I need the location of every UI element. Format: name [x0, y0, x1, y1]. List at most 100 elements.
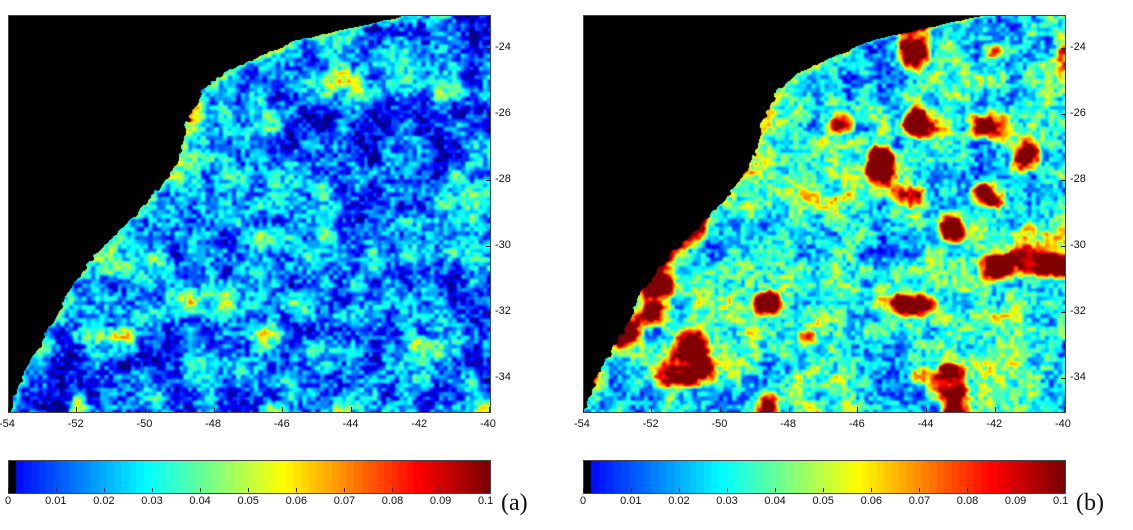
colorbar-tick-mark [151, 488, 153, 492]
colorbar-tick-mark [871, 488, 873, 492]
colorbar-tick-label: 0.02 [668, 495, 690, 507]
lon-tick-mark [926, 407, 928, 412]
field-raster [584, 16, 1065, 412]
lon-tick-label: -44 [917, 418, 934, 430]
lon-tick-mark [788, 407, 790, 412]
colorbar-tick-label: 0.03 [141, 495, 163, 507]
lat-tick-mark [1061, 47, 1066, 49]
lon-tick-label: -40 [480, 418, 496, 430]
panel-label: (b) [1076, 490, 1104, 516]
lon-tick-mark [419, 407, 421, 412]
lat-tick-mark [486, 311, 491, 313]
colorbar-tick-mark [823, 488, 824, 492]
colorbar-tick-label: 0 [5, 495, 12, 507]
colorbar-tick-mark [440, 488, 442, 492]
colorbar-tick-mark [488, 488, 490, 492]
lon-tick-label: -52 [67, 418, 84, 430]
colorbar-tick-mark [774, 488, 776, 492]
colorbar-tick-label: 0.07 [908, 495, 931, 507]
lon-tick-mark [144, 407, 146, 412]
lat-tick-label: -30 [1070, 239, 1086, 251]
colorbar [583, 460, 1066, 494]
lon-tick-label: -42 [411, 418, 428, 430]
lat-tick-label: -34 [495, 371, 511, 383]
lat-tick-mark [486, 113, 491, 115]
lon-tick-label: -50 [136, 418, 153, 430]
colorbar-tick-label: 0.05 [237, 495, 259, 507]
map-panel-b: -54 -52 -50 -48 -46 -44 -42 -40 -24 -26 -28 -30 -32 -… [574, 0, 1133, 530]
lon-tick-label: -54 [0, 418, 15, 430]
lon-tick-label: -44 [342, 418, 359, 430]
lon-tick-label: -42 [986, 418, 1003, 430]
lon-tick-label: -48 [780, 418, 797, 430]
colorbar-tick-label: 0.1 [478, 495, 494, 507]
colorbar-tick-label: 0.01 [620, 495, 642, 507]
colorbar-tick-label: 0.08 [956, 495, 979, 507]
map-panel-a: -54 -52 -50 -48 -46 -44 -42 -40 -24 -26 -28 -30 -32 -… [0, 0, 566, 530]
lon-tick-mark [582, 407, 584, 412]
colorbar-tick-mark [1015, 488, 1017, 492]
lon-tick-mark [651, 407, 653, 412]
lon-tick-mark [994, 407, 996, 412]
lat-tick-label: -32 [495, 305, 511, 317]
lon-tick-label: -52 [642, 418, 659, 430]
colorbar-tick-label: 0.05 [812, 495, 834, 507]
map-image [583, 15, 1066, 413]
colorbar-tick-mark [199, 488, 201, 492]
colorbar-tick-mark [248, 488, 249, 492]
panel-label: (a) [501, 490, 528, 516]
colorbar-tick-label: 0.08 [381, 495, 404, 507]
lat-tick-label: -26 [1070, 107, 1086, 119]
lon-tick-label: -46 [848, 418, 865, 430]
colorbar-tick-label: 0.09 [1004, 495, 1027, 507]
colorbar-tick-mark [103, 488, 105, 492]
field-raster [9, 16, 490, 412]
lat-tick-label: -28 [1070, 173, 1086, 185]
colorbar-tick-mark [678, 488, 680, 492]
lon-tick-label: -40 [1055, 418, 1071, 430]
colorbar-tick-label: 0.1 [1053, 495, 1069, 507]
colorbar-tick-label: 0.06 [285, 495, 308, 507]
lat-tick-label: -24 [495, 41, 511, 53]
lon-tick-label: -50 [711, 418, 728, 430]
lon-tick-mark [213, 407, 215, 412]
colorbar-tick-label: 0.07 [333, 495, 356, 507]
colorbar-gradient [9, 461, 490, 493]
lon-tick-mark [282, 407, 284, 412]
lon-tick-mark [7, 407, 9, 412]
colorbar [8, 460, 491, 494]
colorbar-gradient [584, 461, 1065, 493]
colorbar-tick-label: 0.01 [45, 495, 67, 507]
lat-tick-mark [1061, 113, 1066, 115]
colorbar-tick-mark [296, 488, 298, 492]
colorbar-tick-mark [344, 488, 346, 492]
colorbar-tick-mark [392, 488, 394, 492]
lat-tick-mark [1061, 179, 1066, 181]
lat-tick-mark [486, 377, 491, 379]
lon-tick-mark [857, 407, 859, 412]
lon-tick-mark [351, 407, 353, 412]
lat-tick-label: -28 [495, 173, 511, 185]
lat-tick-mark [1061, 311, 1066, 313]
colorbar-tick-label: 0.09 [429, 495, 452, 507]
lat-tick-mark [486, 47, 491, 49]
lon-tick-label: -48 [205, 418, 222, 430]
colorbar-tick-label: 0.02 [93, 495, 115, 507]
lon-tick-mark [488, 407, 490, 412]
lat-tick-mark [486, 179, 491, 181]
colorbar-tick-label: 0.04 [764, 495, 786, 507]
lon-tick-mark [719, 407, 721, 412]
colorbar-tick-label: 0.06 [860, 495, 883, 507]
lon-tick-mark [1063, 407, 1065, 412]
lat-tick-label: -30 [495, 239, 511, 251]
colorbar-tick-mark [55, 488, 57, 492]
lat-tick-mark [1061, 245, 1066, 247]
colorbar-tick-mark [630, 488, 632, 492]
colorbar-tick-mark [1063, 488, 1065, 492]
lat-tick-mark [486, 245, 491, 247]
colorbar-tick-mark [726, 488, 728, 492]
colorbar-tick-mark [919, 488, 921, 492]
lon-tick-mark [76, 407, 78, 412]
lat-tick-mark [1061, 377, 1066, 379]
colorbar-tick-mark [582, 488, 584, 492]
